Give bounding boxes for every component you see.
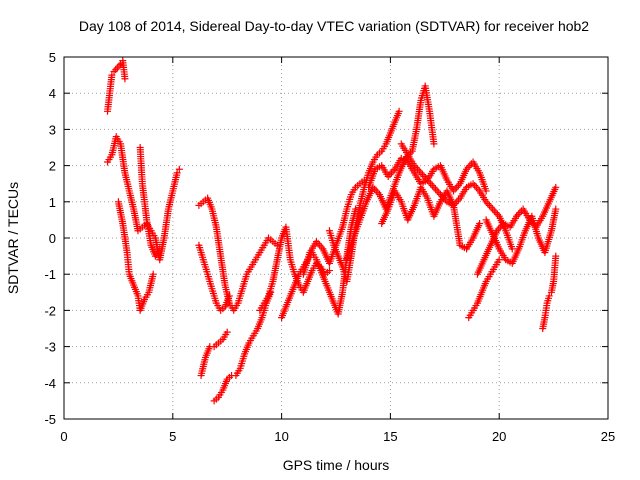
x-tick-label: 15 bbox=[383, 429, 397, 444]
data-point bbox=[113, 64, 121, 72]
data-point bbox=[482, 187, 490, 195]
data-point bbox=[489, 205, 497, 213]
data-point-interp bbox=[316, 241, 324, 249]
y-tick-label: 3 bbox=[49, 122, 56, 137]
data-point-interp bbox=[112, 66, 120, 74]
data-point bbox=[175, 165, 183, 173]
data-point bbox=[173, 169, 181, 177]
data-point bbox=[552, 183, 560, 191]
y-axis-label: SDTVAR / TECUs bbox=[5, 182, 21, 294]
data-point bbox=[156, 245, 164, 253]
data-point bbox=[225, 292, 233, 300]
data-point bbox=[430, 183, 438, 191]
data-point-interp bbox=[428, 182, 436, 190]
x-tick-label: 10 bbox=[274, 429, 288, 444]
data-point bbox=[149, 270, 157, 278]
data-point-interp bbox=[516, 209, 524, 217]
data-point-interp bbox=[433, 187, 441, 195]
data-point bbox=[223, 328, 231, 336]
data-point-interp bbox=[372, 187, 380, 195]
chart-title: Day 108 of 2014, Sidereal Day-to-day VTE… bbox=[79, 18, 589, 34]
y-tick-label: -5 bbox=[44, 412, 56, 427]
y-tick-label: -3 bbox=[44, 340, 56, 355]
axis-ticks: 0 5 10 15 20 25 -5 -4 -3 -2 -1 0 1 2 3 4 5 bbox=[44, 50, 615, 444]
data-point bbox=[552, 252, 560, 260]
data-point bbox=[108, 71, 116, 79]
data-point-interp bbox=[453, 183, 461, 191]
data-point bbox=[121, 75, 129, 83]
x-tick-label: 0 bbox=[60, 429, 67, 444]
y-tick-label: -2 bbox=[44, 303, 56, 318]
data-point-interp bbox=[425, 178, 433, 186]
data-point-interp bbox=[387, 169, 395, 177]
y-tick-label: 2 bbox=[49, 159, 56, 174]
data-point bbox=[325, 267, 333, 275]
data-point bbox=[395, 107, 403, 115]
x-tick-label: 25 bbox=[601, 429, 615, 444]
data-points bbox=[104, 57, 560, 405]
data-point-interp bbox=[487, 203, 495, 211]
data-point-interp bbox=[415, 167, 423, 175]
data-point-interp bbox=[485, 201, 493, 209]
data-point-interp bbox=[492, 209, 500, 217]
x-axis-label: GPS time / hours bbox=[283, 457, 390, 473]
y-tick-label: 4 bbox=[49, 86, 56, 101]
y-tick-label: 1 bbox=[49, 195, 56, 210]
data-point-interp bbox=[466, 162, 474, 170]
y-tick-label: -4 bbox=[44, 376, 56, 391]
data-point-interp bbox=[471, 182, 479, 190]
x-tick-label: 5 bbox=[169, 429, 176, 444]
x-tick-label: 20 bbox=[492, 429, 506, 444]
y-tick-label: 5 bbox=[49, 50, 56, 65]
y-tick-label: -1 bbox=[44, 267, 56, 282]
data-point bbox=[495, 256, 503, 264]
data-point-interp bbox=[490, 207, 498, 215]
data-point-interp bbox=[432, 185, 440, 193]
data-point bbox=[545, 292, 553, 300]
data-point-interp bbox=[115, 62, 123, 70]
y-tick-label: 0 bbox=[49, 231, 56, 246]
data-point bbox=[508, 245, 516, 253]
data-point bbox=[476, 220, 484, 228]
data-point bbox=[552, 205, 560, 213]
data-point bbox=[430, 140, 438, 148]
